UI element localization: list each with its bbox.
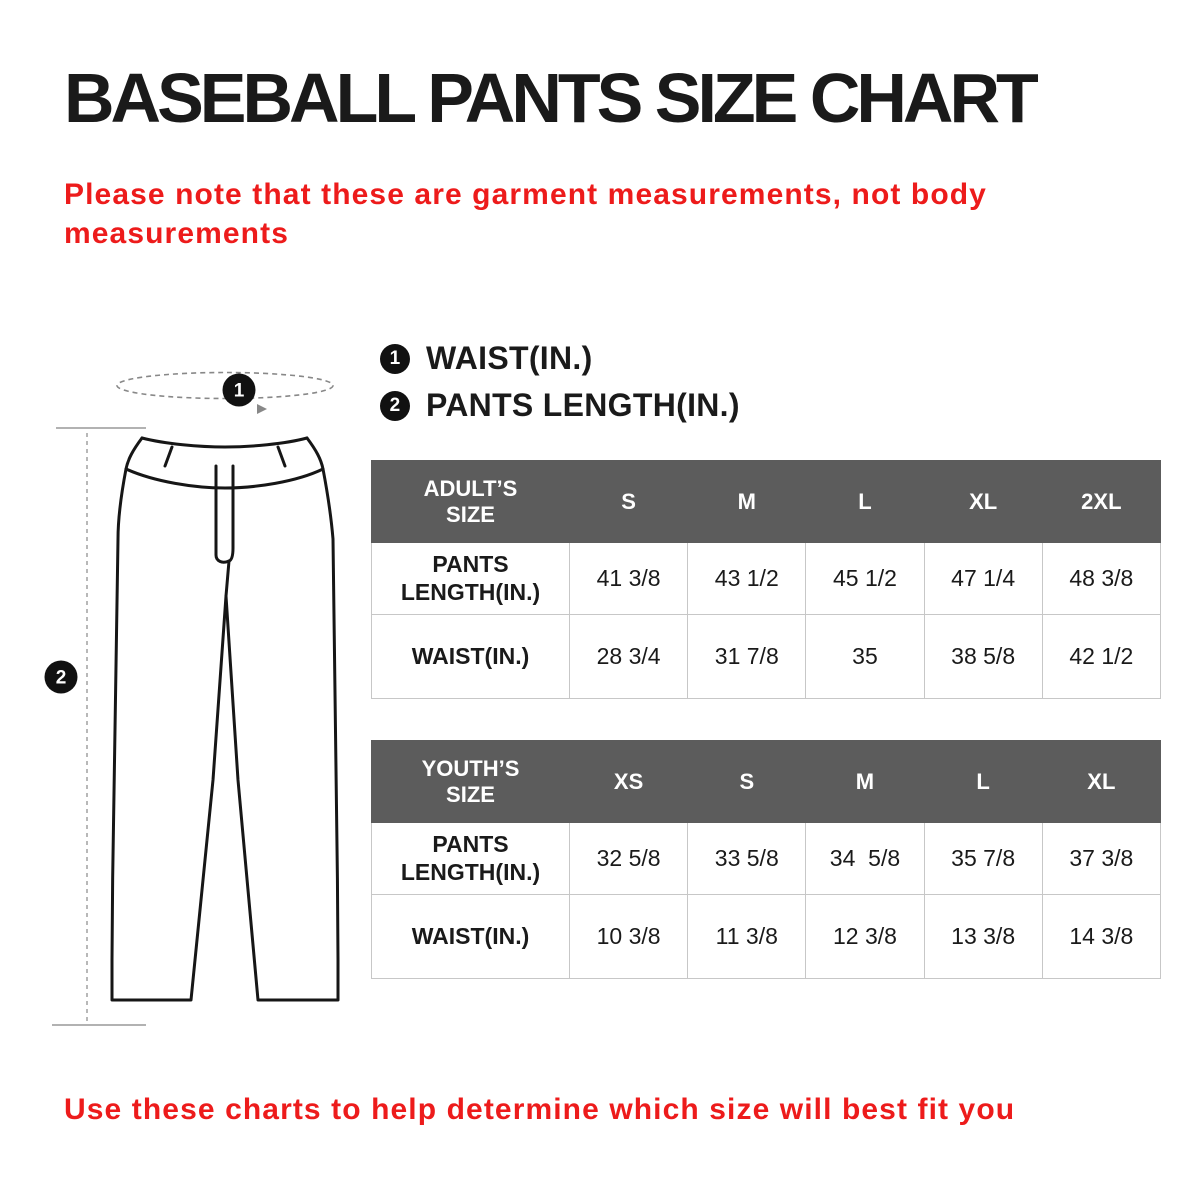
svg-text:2: 2 [56, 668, 67, 689]
svg-text:1: 1 [234, 381, 245, 402]
